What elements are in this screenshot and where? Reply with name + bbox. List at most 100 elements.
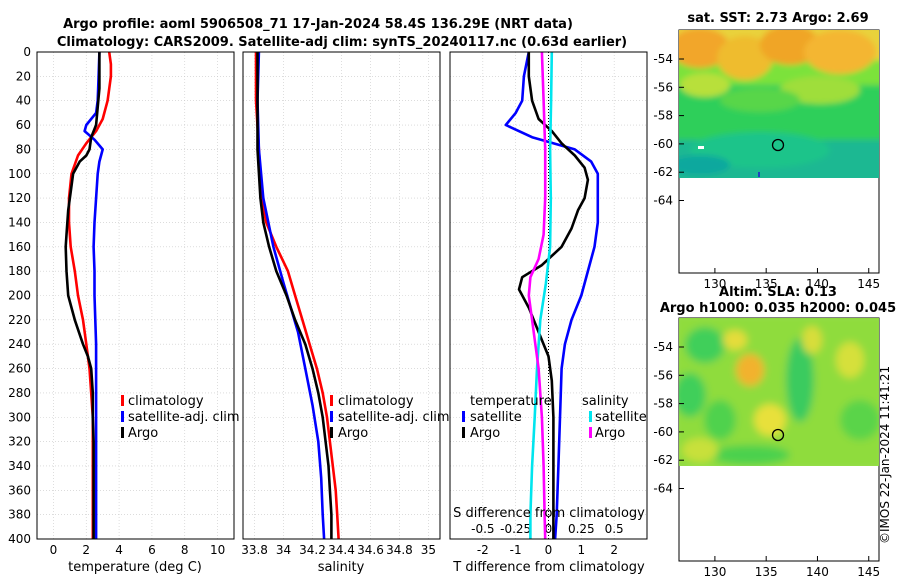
series-line-salinity-argo — [527, 51, 547, 540]
sla-map — [678, 317, 880, 562]
x-tick-label: 34.8 — [386, 543, 413, 557]
plot-frame — [242, 51, 441, 540]
x-tick-label: 33.8 — [241, 543, 268, 557]
salinity-panel: 33.8 34 34.2 34.4 34.6 34.8 35 — [241, 51, 441, 557]
y-tick-label: 360 — [8, 483, 31, 497]
legend-swatch-climatology — [330, 395, 333, 406]
legend-label-argo: Argo — [128, 426, 158, 441]
legend-label-climatology: climatology — [338, 394, 414, 409]
x-tick-label: 4 — [115, 543, 123, 557]
map-x-tick-label: 135 — [755, 565, 778, 579]
map-y-tick-label: -62 — [653, 165, 673, 179]
legend-label-satellite: satellite-adj. clim — [338, 410, 450, 425]
legend-swatch-satellite — [462, 411, 465, 422]
temperature-panel: 0204060801001201401601802002202402602803… — [8, 45, 235, 557]
x-tick-label: -1 — [510, 543, 522, 557]
map-y-tick-label: -54 — [653, 52, 673, 66]
series-line-salinity-satellite — [529, 51, 554, 539]
map-y-tick-label: -56 — [653, 80, 673, 94]
map-x-tick-label: 140 — [806, 277, 829, 291]
x-tick-label: -2 — [477, 543, 489, 557]
sst-argo-location-marker — [771, 138, 785, 152]
map-y-tick-label: -60 — [653, 425, 673, 439]
sst-map-axes: 130 135 140 145 -54 -56 -58 -60 -62 -64 — [653, 52, 880, 291]
sla-field — [679, 318, 879, 466]
map-y-tick-label: -54 — [653, 340, 673, 354]
map-x-tick-label: 130 — [703, 565, 726, 579]
x-tick-label: 0 — [545, 543, 553, 557]
sst-field — [679, 30, 879, 178]
x-tick-label: 34 — [276, 543, 291, 557]
y-tick-label: 320 — [8, 435, 31, 449]
plot-area — [37, 52, 234, 539]
y-tick-label: 280 — [8, 386, 31, 400]
x-tick-label: 35 — [421, 543, 436, 557]
legend-label-argo: Argo — [338, 426, 368, 441]
legend-label-climatology: climatology — [128, 394, 204, 409]
legend-swatch-sal-argo — [589, 427, 592, 438]
y-tick-label: 100 — [8, 167, 31, 181]
y-tick-label: 0 — [23, 45, 31, 59]
series-line-argo — [256, 52, 333, 539]
plot-frame — [449, 51, 648, 540]
x-tick-label: 34.4 — [328, 543, 355, 557]
y-tick-label: 340 — [8, 459, 31, 473]
legend-title-temperature: temperature — [470, 394, 552, 409]
difference-panel: -2 -1 0 1 2 -0.5 -0.25 0 0.25 0.5 — [449, 51, 648, 557]
series-line-argo — [64, 52, 101, 539]
difference-legend-temperature: temperature satellite Argo — [462, 394, 552, 441]
map-x-tick-label: 135 — [755, 277, 778, 291]
map-y-tick-label: -64 — [653, 482, 673, 496]
y-tick-label: 20 — [16, 69, 31, 83]
s-tick-label: -0.5 — [471, 522, 494, 536]
y-tick-label: 180 — [8, 264, 31, 278]
sst-missing-data — [698, 146, 704, 149]
s-tick-label: 0.25 — [568, 522, 595, 536]
legend-swatch-argo — [121, 427, 124, 438]
y-tick-label: 40 — [16, 94, 31, 108]
y-tick-label: 260 — [8, 362, 31, 376]
sst-map — [678, 29, 880, 274]
y-tick-label: 240 — [8, 337, 31, 351]
s-tick-label: 0 — [545, 522, 553, 536]
y-tick-label: 140 — [8, 215, 31, 229]
map-y-tick-label: -60 — [653, 137, 673, 151]
x-tick-label: 34.2 — [299, 543, 326, 557]
legend-swatch-sal-satellite — [589, 411, 592, 422]
y-tick-label: 160 — [8, 240, 31, 254]
map-x-tick-label: 145 — [857, 565, 880, 579]
temperature-legend: climatology satellite-adj. clim Argo — [121, 394, 240, 441]
y-tick-label: 60 — [16, 118, 31, 132]
salinity-legend: climatology satellite-adj. clim Argo — [330, 394, 450, 441]
s-tick-label: -0.25 — [500, 522, 531, 536]
figure-title-line1: Argo profile: aoml 5906508_71 17-Jan-202… — [63, 17, 573, 32]
temperature-xlabel: temperature (deg C) — [68, 560, 202, 575]
x-tick-label: 34.6 — [357, 543, 384, 557]
sla-map-title-line1: Altim. SLA: 0.13 — [719, 285, 837, 300]
x-tick-label: 8 — [181, 543, 189, 557]
difference-xlabel-top: S difference from climatology — [453, 506, 645, 521]
sla-map-axes: 130 135 140 145 -54 -56 -58 -60 -62 -64 — [653, 340, 880, 579]
map-y-tick-label: -56 — [653, 368, 673, 382]
map-y-tick-label: -58 — [653, 109, 673, 123]
legend-swatch-climatology — [121, 395, 124, 406]
x-tick-label: 10 — [210, 543, 225, 557]
difference-xlabel: T difference from climatology — [452, 560, 645, 575]
map-x-tick-label: 145 — [857, 277, 880, 291]
legend-label-argo: Argo — [470, 426, 500, 441]
series-line-satellite-adj-clim — [83, 51, 104, 539]
legend-label-satellite: satellite-adj. clim — [128, 410, 240, 425]
sla-argo-location-marker — [771, 428, 785, 442]
map-y-tick-label: -64 — [653, 194, 673, 208]
map-y-tick-label: -62 — [653, 453, 673, 467]
map-x-tick-label: 140 — [806, 565, 829, 579]
imos-timestamp-watermark: ©IMOS 22-Jan-2024 11:41:21 — [878, 366, 892, 544]
x-tick-label: 6 — [148, 543, 156, 557]
sla-map-title-line2: Argo h1000: 0.035 h2000: 0.045 — [660, 301, 896, 316]
y-tick-label: 80 — [16, 142, 31, 156]
x-tick-label: 2 — [82, 543, 90, 557]
x-tick-label: 1 — [578, 543, 586, 557]
s-tick-label: 0.5 — [605, 522, 624, 536]
plot-frame — [36, 51, 235, 540]
